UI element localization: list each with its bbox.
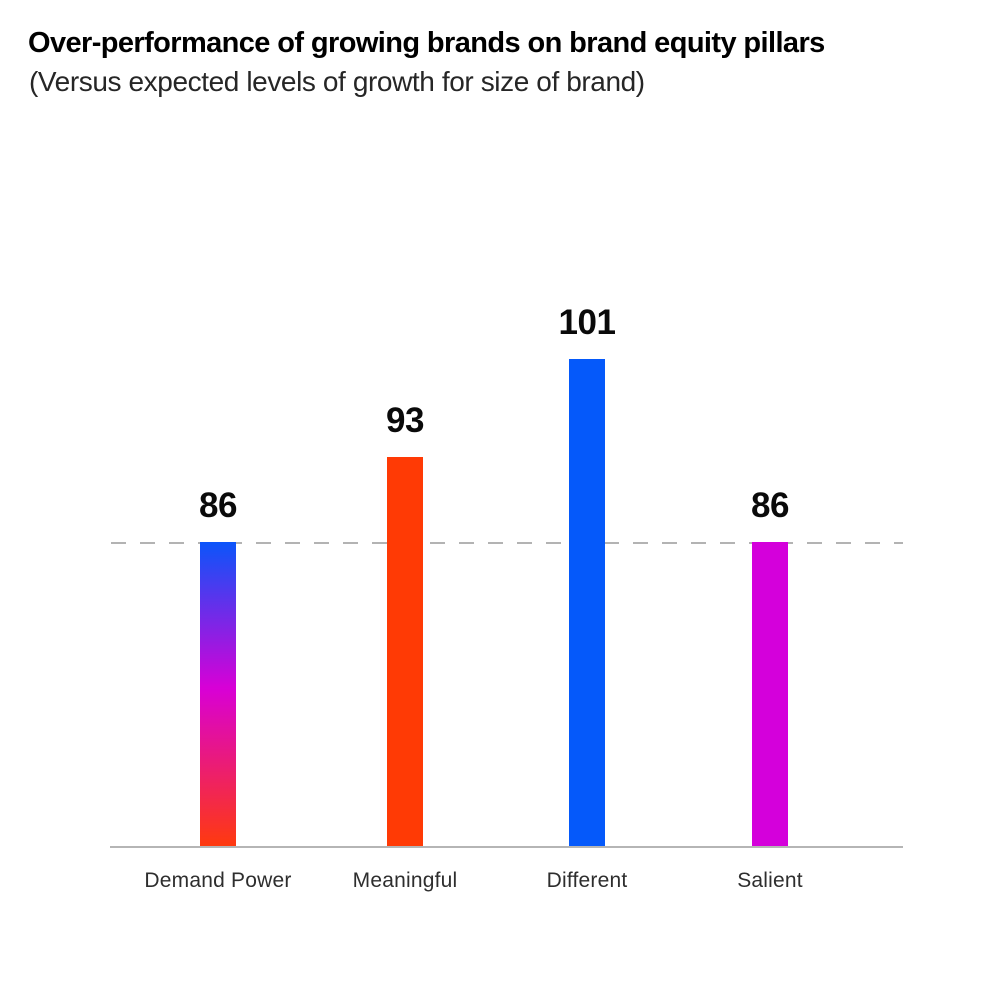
reference-dashed-line (111, 542, 903, 544)
category-label-different: Different (546, 869, 628, 892)
chart-title: Over-performance of growing brands on br… (28, 27, 825, 59)
bar-meaningful (387, 457, 423, 847)
x-axis-baseline (110, 846, 903, 848)
value-label: 93 (386, 401, 424, 440)
category-label-salient: Salient (737, 869, 803, 892)
bar-demand-power (200, 542, 236, 847)
category-label-meaningful: Meaningful (352, 869, 458, 892)
bar-salient (752, 542, 788, 847)
value-label: 101 (558, 303, 616, 342)
category-label-demand-power: Demand Power (144, 869, 292, 892)
chart-subtitle: (Versus expected levels of growth for si… (29, 66, 645, 97)
value-label: 86 (199, 486, 237, 525)
bar-different (569, 359, 605, 847)
value-label: 86 (751, 486, 789, 525)
